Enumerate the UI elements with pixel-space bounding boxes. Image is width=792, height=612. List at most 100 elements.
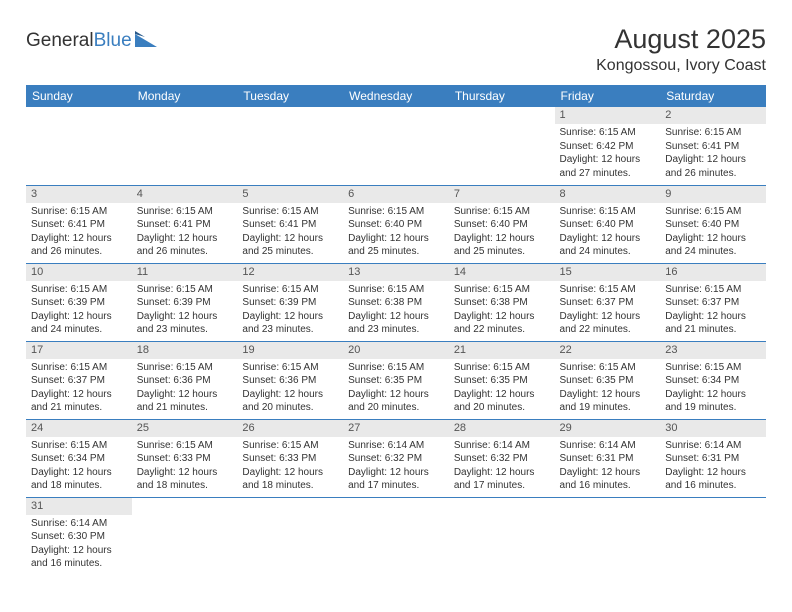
calendar-week: 24Sunrise: 6:15 AMSunset: 6:34 PMDayligh… <box>26 419 766 497</box>
day-header: Tuesday <box>237 85 343 107</box>
calendar-cell: 25Sunrise: 6:15 AMSunset: 6:33 PMDayligh… <box>132 419 238 497</box>
day-header: Wednesday <box>343 85 449 107</box>
calendar-page: GeneralBlue August 2025 Kongossou, Ivory… <box>0 0 792 575</box>
calendar-cell: 8Sunrise: 6:15 AMSunset: 6:40 PMDaylight… <box>555 185 661 263</box>
day-number: 25 <box>132 420 238 437</box>
day-number: 27 <box>343 420 449 437</box>
calendar-cell <box>237 107 343 185</box>
day-details: Sunrise: 6:14 AMSunset: 6:31 PMDaylight:… <box>660 437 766 496</box>
day-details: Sunrise: 6:15 AMSunset: 6:42 PMDaylight:… <box>555 124 661 183</box>
calendar-cell: 29Sunrise: 6:14 AMSunset: 6:31 PMDayligh… <box>555 419 661 497</box>
day-number: 3 <box>26 186 132 203</box>
day-details: Sunrise: 6:15 AMSunset: 6:35 PMDaylight:… <box>449 359 555 418</box>
flag-icon <box>135 31 161 52</box>
day-number: 15 <box>555 264 661 281</box>
day-details: Sunrise: 6:14 AMSunset: 6:30 PMDaylight:… <box>26 515 132 574</box>
day-details: Sunrise: 6:15 AMSunset: 6:35 PMDaylight:… <box>555 359 661 418</box>
day-details: Sunrise: 6:15 AMSunset: 6:36 PMDaylight:… <box>237 359 343 418</box>
day-details: Sunrise: 6:14 AMSunset: 6:31 PMDaylight:… <box>555 437 661 496</box>
day-number: 19 <box>237 342 343 359</box>
calendar-week: 3Sunrise: 6:15 AMSunset: 6:41 PMDaylight… <box>26 185 766 263</box>
calendar-head: SundayMondayTuesdayWednesdayThursdayFrid… <box>26 85 766 107</box>
day-number: 2 <box>660 107 766 124</box>
day-header: Saturday <box>660 85 766 107</box>
month-title: August 2025 <box>596 24 766 55</box>
day-number: 1 <box>555 107 661 124</box>
calendar-body: 1Sunrise: 6:15 AMSunset: 6:42 PMDaylight… <box>26 107 766 575</box>
calendar-cell: 27Sunrise: 6:14 AMSunset: 6:32 PMDayligh… <box>343 419 449 497</box>
day-details: Sunrise: 6:15 AMSunset: 6:33 PMDaylight:… <box>132 437 238 496</box>
calendar-cell: 5Sunrise: 6:15 AMSunset: 6:41 PMDaylight… <box>237 185 343 263</box>
calendar-cell: 10Sunrise: 6:15 AMSunset: 6:39 PMDayligh… <box>26 263 132 341</box>
day-details: Sunrise: 6:15 AMSunset: 6:38 PMDaylight:… <box>449 281 555 340</box>
calendar-cell: 24Sunrise: 6:15 AMSunset: 6:34 PMDayligh… <box>26 419 132 497</box>
day-number: 20 <box>343 342 449 359</box>
calendar-cell: 31Sunrise: 6:14 AMSunset: 6:30 PMDayligh… <box>26 497 132 575</box>
day-header: Monday <box>132 85 238 107</box>
day-header: Sunday <box>26 85 132 107</box>
calendar-cell: 4Sunrise: 6:15 AMSunset: 6:41 PMDaylight… <box>132 185 238 263</box>
day-details: Sunrise: 6:15 AMSunset: 6:40 PMDaylight:… <box>555 203 661 262</box>
calendar-cell: 30Sunrise: 6:14 AMSunset: 6:31 PMDayligh… <box>660 419 766 497</box>
day-details: Sunrise: 6:14 AMSunset: 6:32 PMDaylight:… <box>449 437 555 496</box>
calendar-cell: 23Sunrise: 6:15 AMSunset: 6:34 PMDayligh… <box>660 341 766 419</box>
day-number: 12 <box>237 264 343 281</box>
calendar-cell: 18Sunrise: 6:15 AMSunset: 6:36 PMDayligh… <box>132 341 238 419</box>
logo-text: GeneralBlue <box>26 30 132 52</box>
calendar-week: 31Sunrise: 6:14 AMSunset: 6:30 PMDayligh… <box>26 497 766 575</box>
day-number: 24 <box>26 420 132 437</box>
day-header: Thursday <box>449 85 555 107</box>
day-details: Sunrise: 6:15 AMSunset: 6:39 PMDaylight:… <box>26 281 132 340</box>
day-details: Sunrise: 6:15 AMSunset: 6:39 PMDaylight:… <box>237 281 343 340</box>
day-details: Sunrise: 6:15 AMSunset: 6:36 PMDaylight:… <box>132 359 238 418</box>
day-details: Sunrise: 6:15 AMSunset: 6:35 PMDaylight:… <box>343 359 449 418</box>
calendar-cell: 19Sunrise: 6:15 AMSunset: 6:36 PMDayligh… <box>237 341 343 419</box>
calendar-cell: 1Sunrise: 6:15 AMSunset: 6:42 PMDaylight… <box>555 107 661 185</box>
day-details: Sunrise: 6:15 AMSunset: 6:34 PMDaylight:… <box>660 359 766 418</box>
day-number: 9 <box>660 186 766 203</box>
day-details: Sunrise: 6:14 AMSunset: 6:32 PMDaylight:… <box>343 437 449 496</box>
calendar-cell: 16Sunrise: 6:15 AMSunset: 6:37 PMDayligh… <box>660 263 766 341</box>
logo-text-1: General <box>26 30 94 51</box>
day-details: Sunrise: 6:15 AMSunset: 6:39 PMDaylight:… <box>132 281 238 340</box>
calendar-cell: 17Sunrise: 6:15 AMSunset: 6:37 PMDayligh… <box>26 341 132 419</box>
calendar-cell: 7Sunrise: 6:15 AMSunset: 6:40 PMDaylight… <box>449 185 555 263</box>
logo: GeneralBlue <box>26 24 161 52</box>
day-number: 11 <box>132 264 238 281</box>
calendar-cell: 22Sunrise: 6:15 AMSunset: 6:35 PMDayligh… <box>555 341 661 419</box>
day-number: 8 <box>555 186 661 203</box>
title-block: August 2025 Kongossou, Ivory Coast <box>596 24 766 75</box>
calendar-cell: 21Sunrise: 6:15 AMSunset: 6:35 PMDayligh… <box>449 341 555 419</box>
day-number: 22 <box>555 342 661 359</box>
calendar-cell <box>449 107 555 185</box>
day-number <box>26 107 132 124</box>
day-details: Sunrise: 6:15 AMSunset: 6:41 PMDaylight:… <box>26 203 132 262</box>
day-number: 16 <box>660 264 766 281</box>
day-number <box>132 498 238 515</box>
day-number: 31 <box>26 498 132 515</box>
day-number: 29 <box>555 420 661 437</box>
day-number <box>132 107 238 124</box>
calendar-cell: 6Sunrise: 6:15 AMSunset: 6:40 PMDaylight… <box>343 185 449 263</box>
day-number: 26 <box>237 420 343 437</box>
calendar-cell <box>26 107 132 185</box>
calendar-cell <box>555 497 661 575</box>
calendar-cell: 14Sunrise: 6:15 AMSunset: 6:38 PMDayligh… <box>449 263 555 341</box>
calendar-week: 17Sunrise: 6:15 AMSunset: 6:37 PMDayligh… <box>26 341 766 419</box>
day-number <box>343 498 449 515</box>
day-number <box>237 498 343 515</box>
day-number <box>237 107 343 124</box>
day-header-row: SundayMondayTuesdayWednesdayThursdayFrid… <box>26 85 766 107</box>
calendar-cell <box>132 497 238 575</box>
calendar-cell: 11Sunrise: 6:15 AMSunset: 6:39 PMDayligh… <box>132 263 238 341</box>
day-details: Sunrise: 6:15 AMSunset: 6:40 PMDaylight:… <box>660 203 766 262</box>
calendar-cell <box>660 497 766 575</box>
calendar-cell: 13Sunrise: 6:15 AMSunset: 6:38 PMDayligh… <box>343 263 449 341</box>
day-number: 10 <box>26 264 132 281</box>
day-number <box>660 498 766 515</box>
calendar-week: 10Sunrise: 6:15 AMSunset: 6:39 PMDayligh… <box>26 263 766 341</box>
day-details: Sunrise: 6:15 AMSunset: 6:40 PMDaylight:… <box>343 203 449 262</box>
calendar-cell: 28Sunrise: 6:14 AMSunset: 6:32 PMDayligh… <box>449 419 555 497</box>
calendar-table: SundayMondayTuesdayWednesdayThursdayFrid… <box>26 85 766 575</box>
day-number: 21 <box>449 342 555 359</box>
